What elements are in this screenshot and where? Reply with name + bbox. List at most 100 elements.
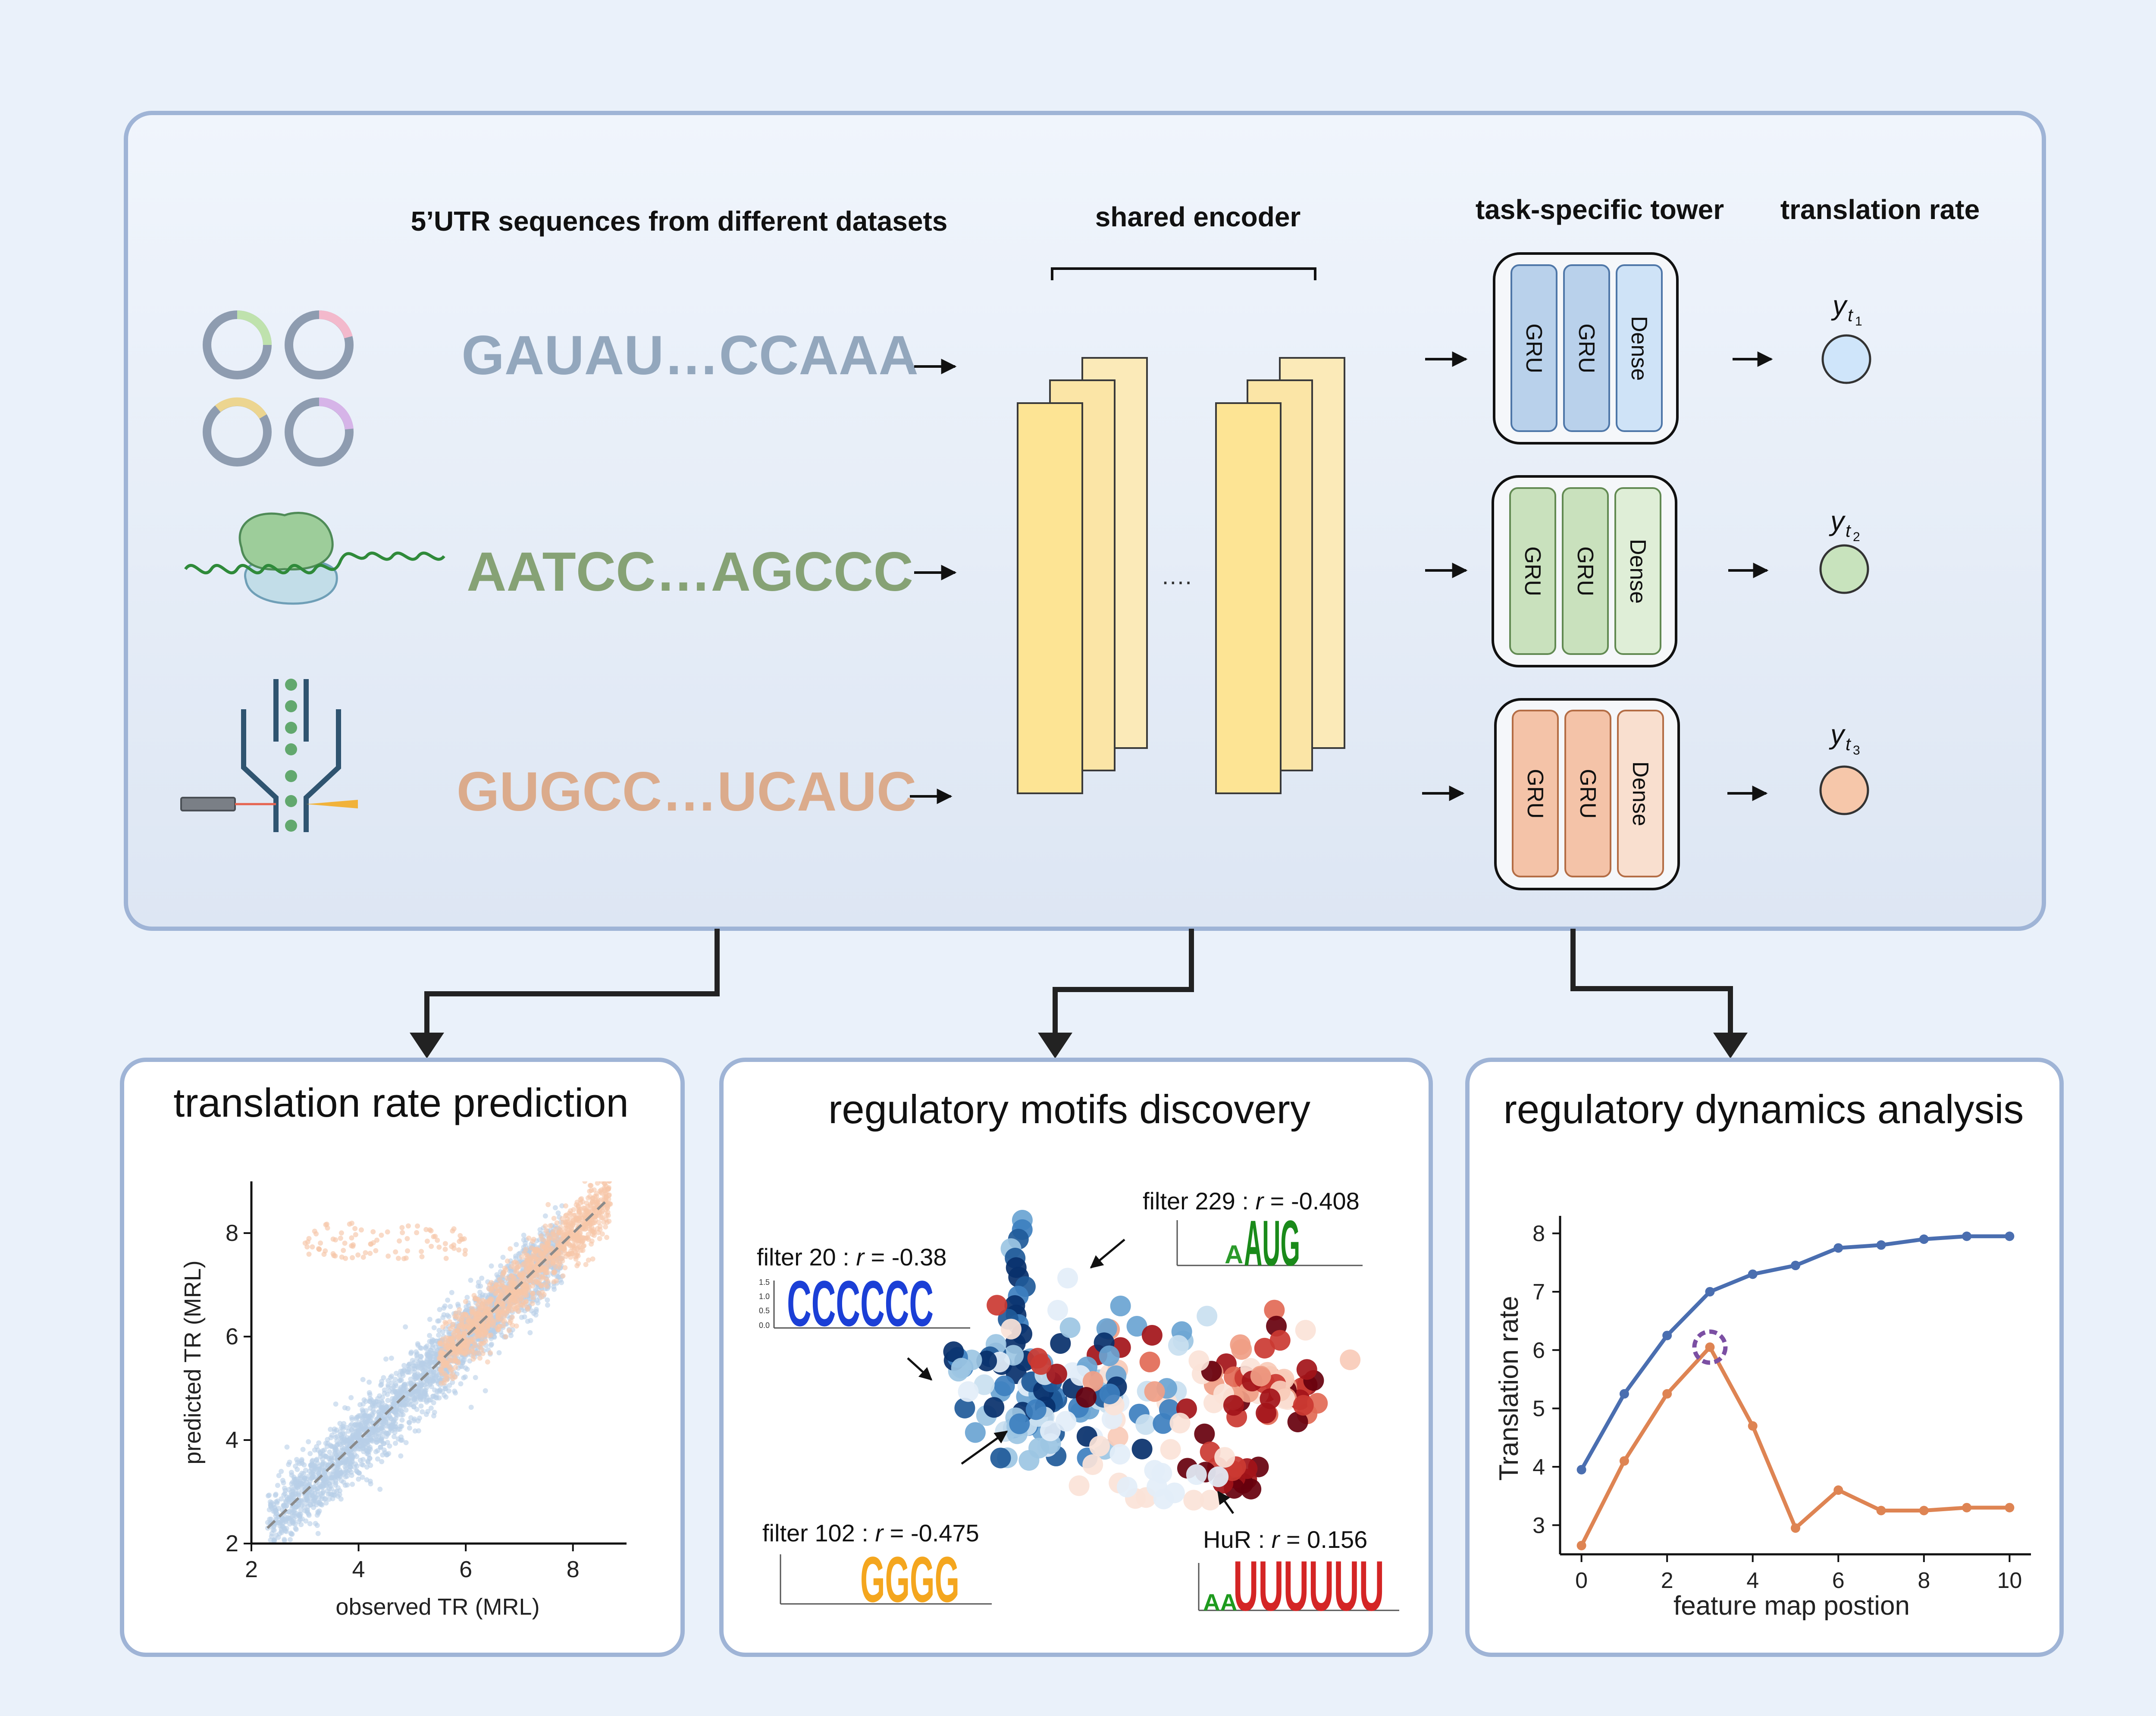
embedding-dot	[1183, 1490, 1204, 1511]
embedding-dot	[1254, 1337, 1275, 1359]
scatter-point-b	[487, 1322, 493, 1328]
filter-229-logo-side: A	[1225, 1240, 1243, 1269]
scatter-point-b	[513, 1269, 518, 1274]
scatter-point-b	[330, 1236, 336, 1242]
scatter-point-a	[363, 1408, 369, 1414]
dynamics-series-2-point	[1876, 1506, 1886, 1516]
scatter-point-b	[443, 1256, 449, 1261]
scatter-point-b	[542, 1223, 548, 1229]
scatter-point-b	[475, 1329, 481, 1334]
scatter-point-a	[419, 1390, 425, 1395]
scatter-point-a	[288, 1537, 293, 1542]
scatter-point-a	[400, 1373, 406, 1378]
scatter-point-b	[597, 1224, 603, 1229]
scatter-point-b	[594, 1191, 599, 1196]
scatter-point-a	[308, 1462, 313, 1468]
scatter-point-b	[589, 1188, 594, 1193]
motif-filter-20: filter 20 : r = -0.38 1.5 1.0 0.5 0.0 CC…	[757, 1243, 970, 1340]
scatter-point-a	[479, 1275, 485, 1281]
dynamics-series-2-point	[1662, 1389, 1672, 1399]
dynamics-series-1-point	[1833, 1243, 1843, 1253]
scatter-point-b	[597, 1236, 602, 1241]
scatter-point-a	[552, 1287, 557, 1292]
scatter-point-b	[353, 1232, 358, 1237]
scatter-point-a	[275, 1483, 280, 1488]
scatter-point-b	[530, 1283, 535, 1289]
scatter-point-b	[545, 1202, 551, 1207]
scatter-point-a	[413, 1400, 419, 1405]
scatter-point-a	[303, 1468, 308, 1473]
scatter-point-b	[363, 1250, 368, 1256]
scatter-point-a	[429, 1337, 435, 1343]
scatter-point-a	[333, 1434, 338, 1440]
scatter-point-a	[513, 1253, 518, 1259]
scatter-point-b	[317, 1246, 322, 1252]
encoder-header: shared encoder	[1095, 201, 1301, 232]
scatter-point-b	[520, 1262, 526, 1268]
scatter-point-b	[482, 1326, 488, 1332]
embedding-dot	[1069, 1475, 1090, 1496]
dynamics-series-1-point	[1962, 1231, 1972, 1241]
scatter-point-b	[585, 1195, 591, 1201]
scatter-point-b	[302, 1240, 308, 1246]
scatter-point-a	[284, 1444, 290, 1450]
scatter-point-b	[471, 1321, 477, 1326]
scatter-point-b	[457, 1307, 462, 1312]
scatter-point-a	[356, 1426, 362, 1431]
scatter-point-a	[320, 1490, 326, 1496]
embedding-dot	[1028, 1437, 1050, 1459]
scatter-point-b	[548, 1223, 553, 1229]
scatter-point-a	[353, 1422, 358, 1427]
embedding-dot	[974, 1374, 995, 1395]
scatter-point-b	[461, 1236, 467, 1242]
embedding-dot	[1047, 1300, 1068, 1321]
scatter-point-a	[542, 1213, 548, 1219]
scatter-point-a	[428, 1355, 433, 1360]
scatter-point-b	[424, 1238, 430, 1244]
scatter-point-a	[421, 1394, 427, 1400]
scatter-point-a	[315, 1460, 320, 1466]
scatter-point-b	[379, 1232, 384, 1238]
scatter-point-a	[389, 1356, 394, 1361]
scatter-point-b	[449, 1367, 455, 1372]
scatter-point-a	[407, 1369, 412, 1375]
scatter-point-a	[411, 1404, 417, 1409]
scatter-point-a	[398, 1368, 404, 1374]
scatter-point-a	[304, 1508, 310, 1514]
scatter-point-b	[469, 1348, 475, 1354]
scatter-point-a	[339, 1470, 345, 1475]
scatter-point-a	[290, 1508, 296, 1514]
scatter-point-b	[603, 1224, 608, 1230]
scatter-point-a	[268, 1516, 274, 1522]
embedding-dot	[1264, 1300, 1285, 1321]
dynamics-y-tick-label: 4	[1532, 1455, 1545, 1480]
scatter-point-b	[456, 1316, 462, 1322]
scatter-point-a	[427, 1316, 432, 1322]
tower-3-layer-1: GRU	[1523, 769, 1548, 819]
scatter-point-a	[410, 1358, 415, 1363]
scatter-point-a	[304, 1479, 309, 1485]
encoder-bracket	[1051, 267, 1316, 280]
scatter-point-b	[480, 1351, 486, 1356]
scatter-point-a	[356, 1446, 361, 1452]
scatter-point-a	[367, 1379, 372, 1385]
scatter-point-a	[265, 1520, 270, 1525]
scatter-point-a	[466, 1303, 471, 1308]
scatter-point-b	[560, 1233, 566, 1239]
scatter-point-b	[595, 1181, 600, 1186]
scatter-point-b	[569, 1250, 575, 1256]
scatter-point-b	[523, 1299, 529, 1304]
embedding-dot	[1293, 1395, 1314, 1416]
scatter-point-b	[551, 1259, 557, 1265]
scatter-point-a	[338, 1478, 344, 1484]
scatter-point-b	[539, 1267, 545, 1273]
scatter-point-a	[311, 1468, 317, 1473]
embedding-dot	[1057, 1268, 1078, 1289]
scatter-point-a	[334, 1442, 339, 1448]
scatter-point-a	[412, 1428, 418, 1434]
scatter-point-b	[585, 1235, 591, 1240]
scatter-point-a	[364, 1464, 370, 1470]
embedding-dot	[1241, 1478, 1262, 1500]
scatter-point-a	[440, 1389, 445, 1394]
